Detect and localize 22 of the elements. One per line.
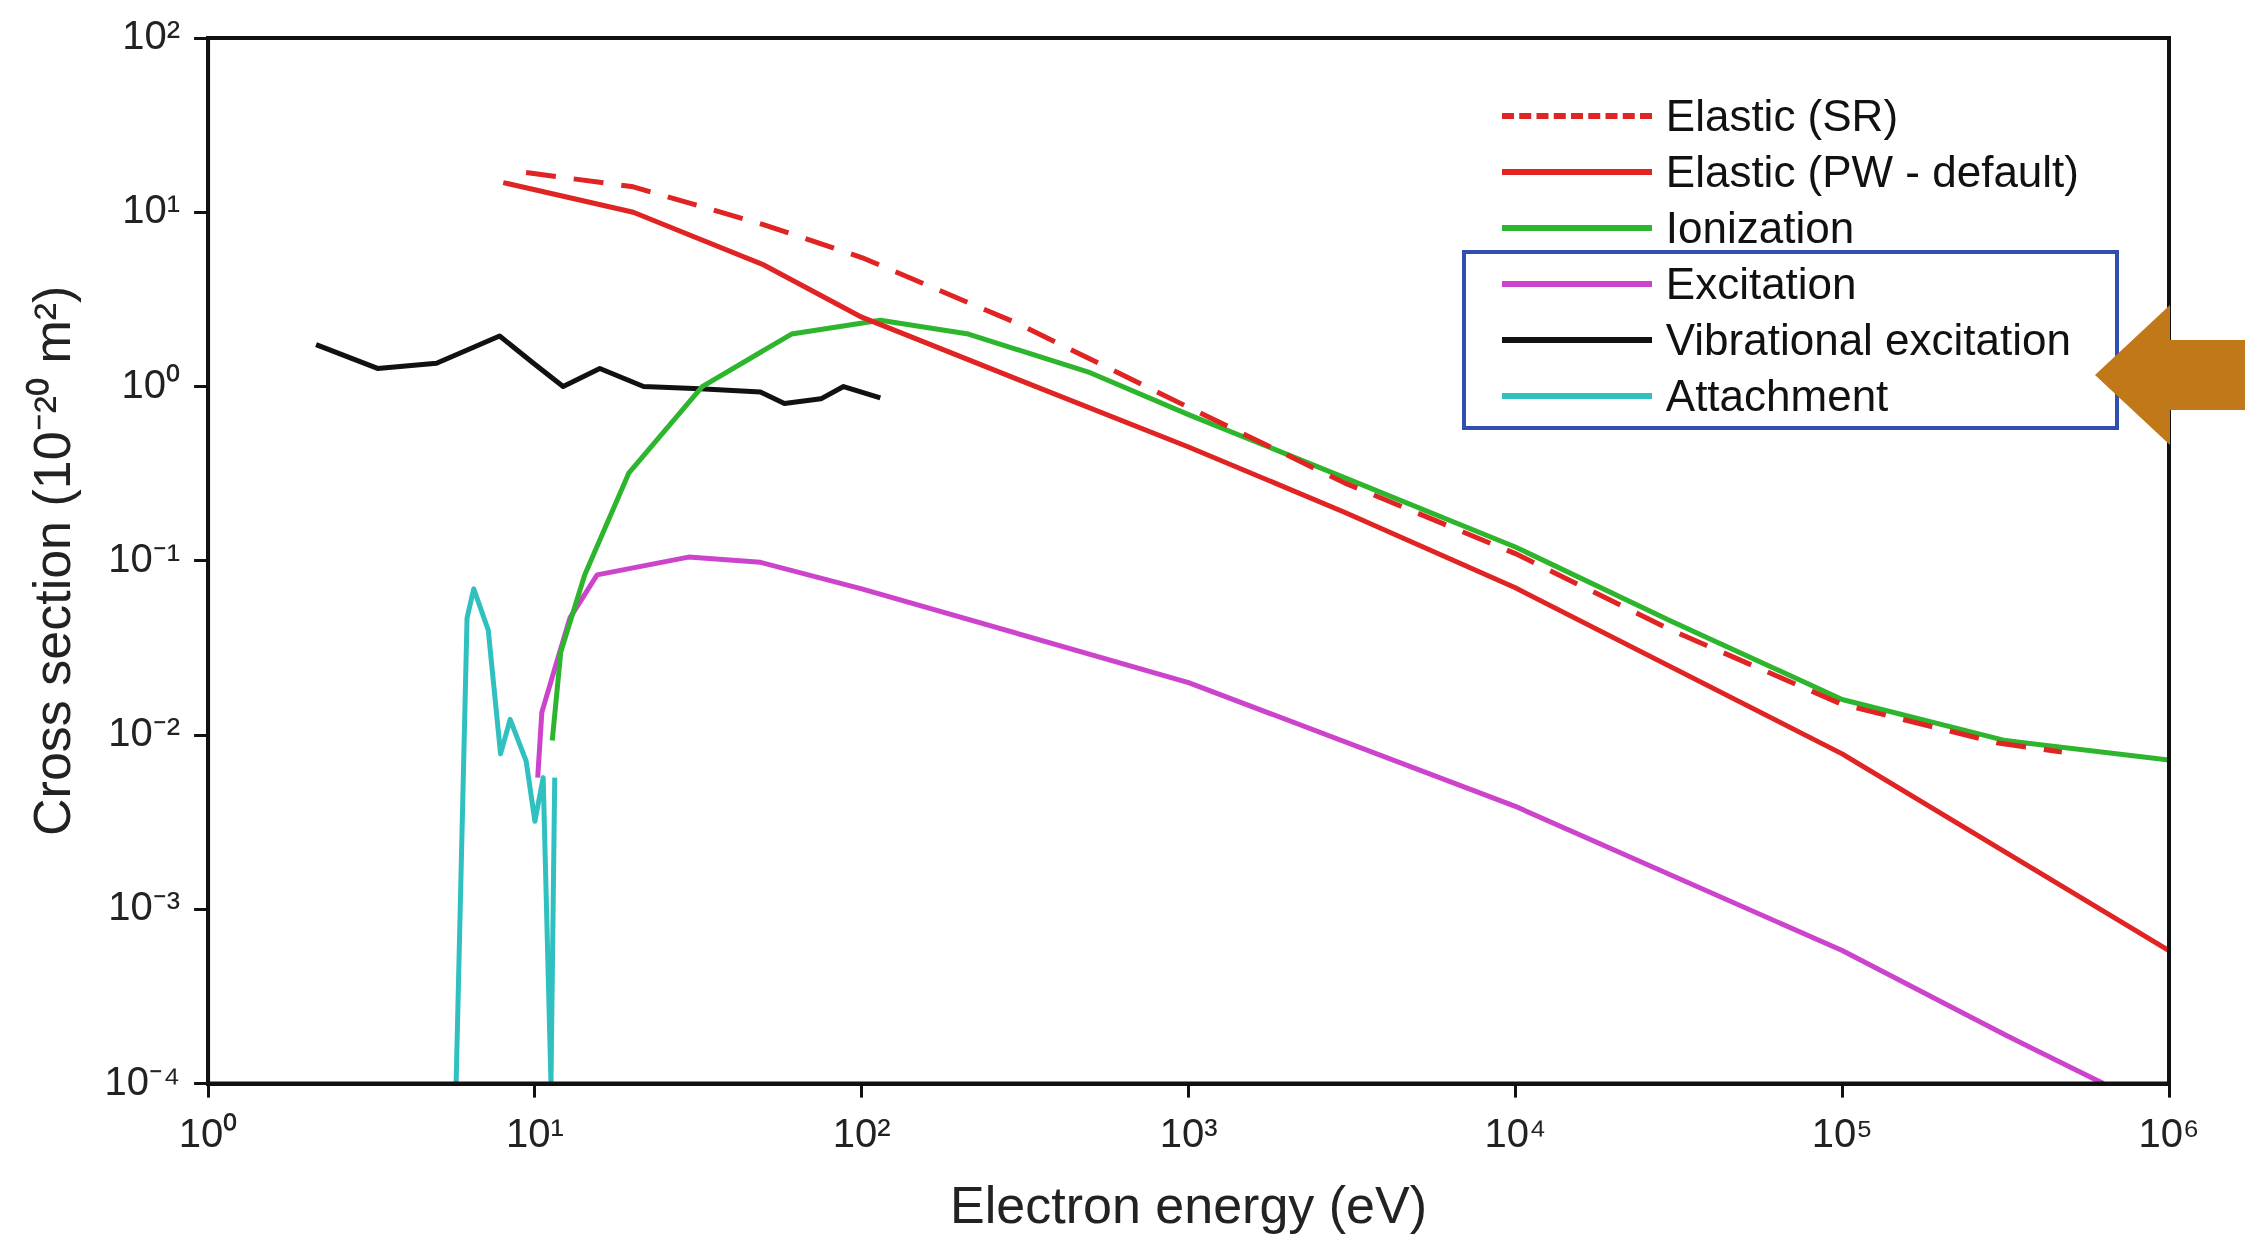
- y-tick-label: 10¹: [122, 187, 181, 232]
- y-tick-label: 10²: [122, 13, 181, 58]
- y-tick-label: 10⁰: [121, 361, 181, 406]
- y-tick-label: 10⁻²: [108, 710, 181, 755]
- x-tick-label: 10⁴: [1484, 1110, 1547, 1155]
- y-tick-label: 10⁻¹: [108, 535, 181, 580]
- y-tick-label: 10⁻³: [108, 884, 181, 929]
- legend-label: Excitation: [1665, 258, 1857, 310]
- x-axis-title: Electron energy (eV): [950, 1176, 1427, 1235]
- legend-label: Attachment: [1665, 370, 1889, 422]
- x-tick-label: 10⁶: [2138, 1110, 2200, 1155]
- x-tick-label: 10²: [832, 1110, 891, 1155]
- legend-label: Vibrational excitation: [1665, 314, 2071, 366]
- x-tick-label: 10³: [1159, 1110, 1218, 1155]
- legend-label: Ionization: [1665, 202, 1855, 254]
- y-axis-title: Cross section (10⁻²⁰ m²): [22, 285, 81, 836]
- x-tick-label: 10⁰: [178, 1110, 238, 1155]
- legend-label: Elastic (SR): [1665, 90, 1899, 142]
- x-tick-label: 10¹: [505, 1110, 564, 1155]
- y-tick-label: 10⁻⁴: [104, 1058, 181, 1103]
- legend-label: Elastic (PW - default): [1665, 146, 2079, 198]
- x-tick-label: 10⁵: [1811, 1110, 1873, 1155]
